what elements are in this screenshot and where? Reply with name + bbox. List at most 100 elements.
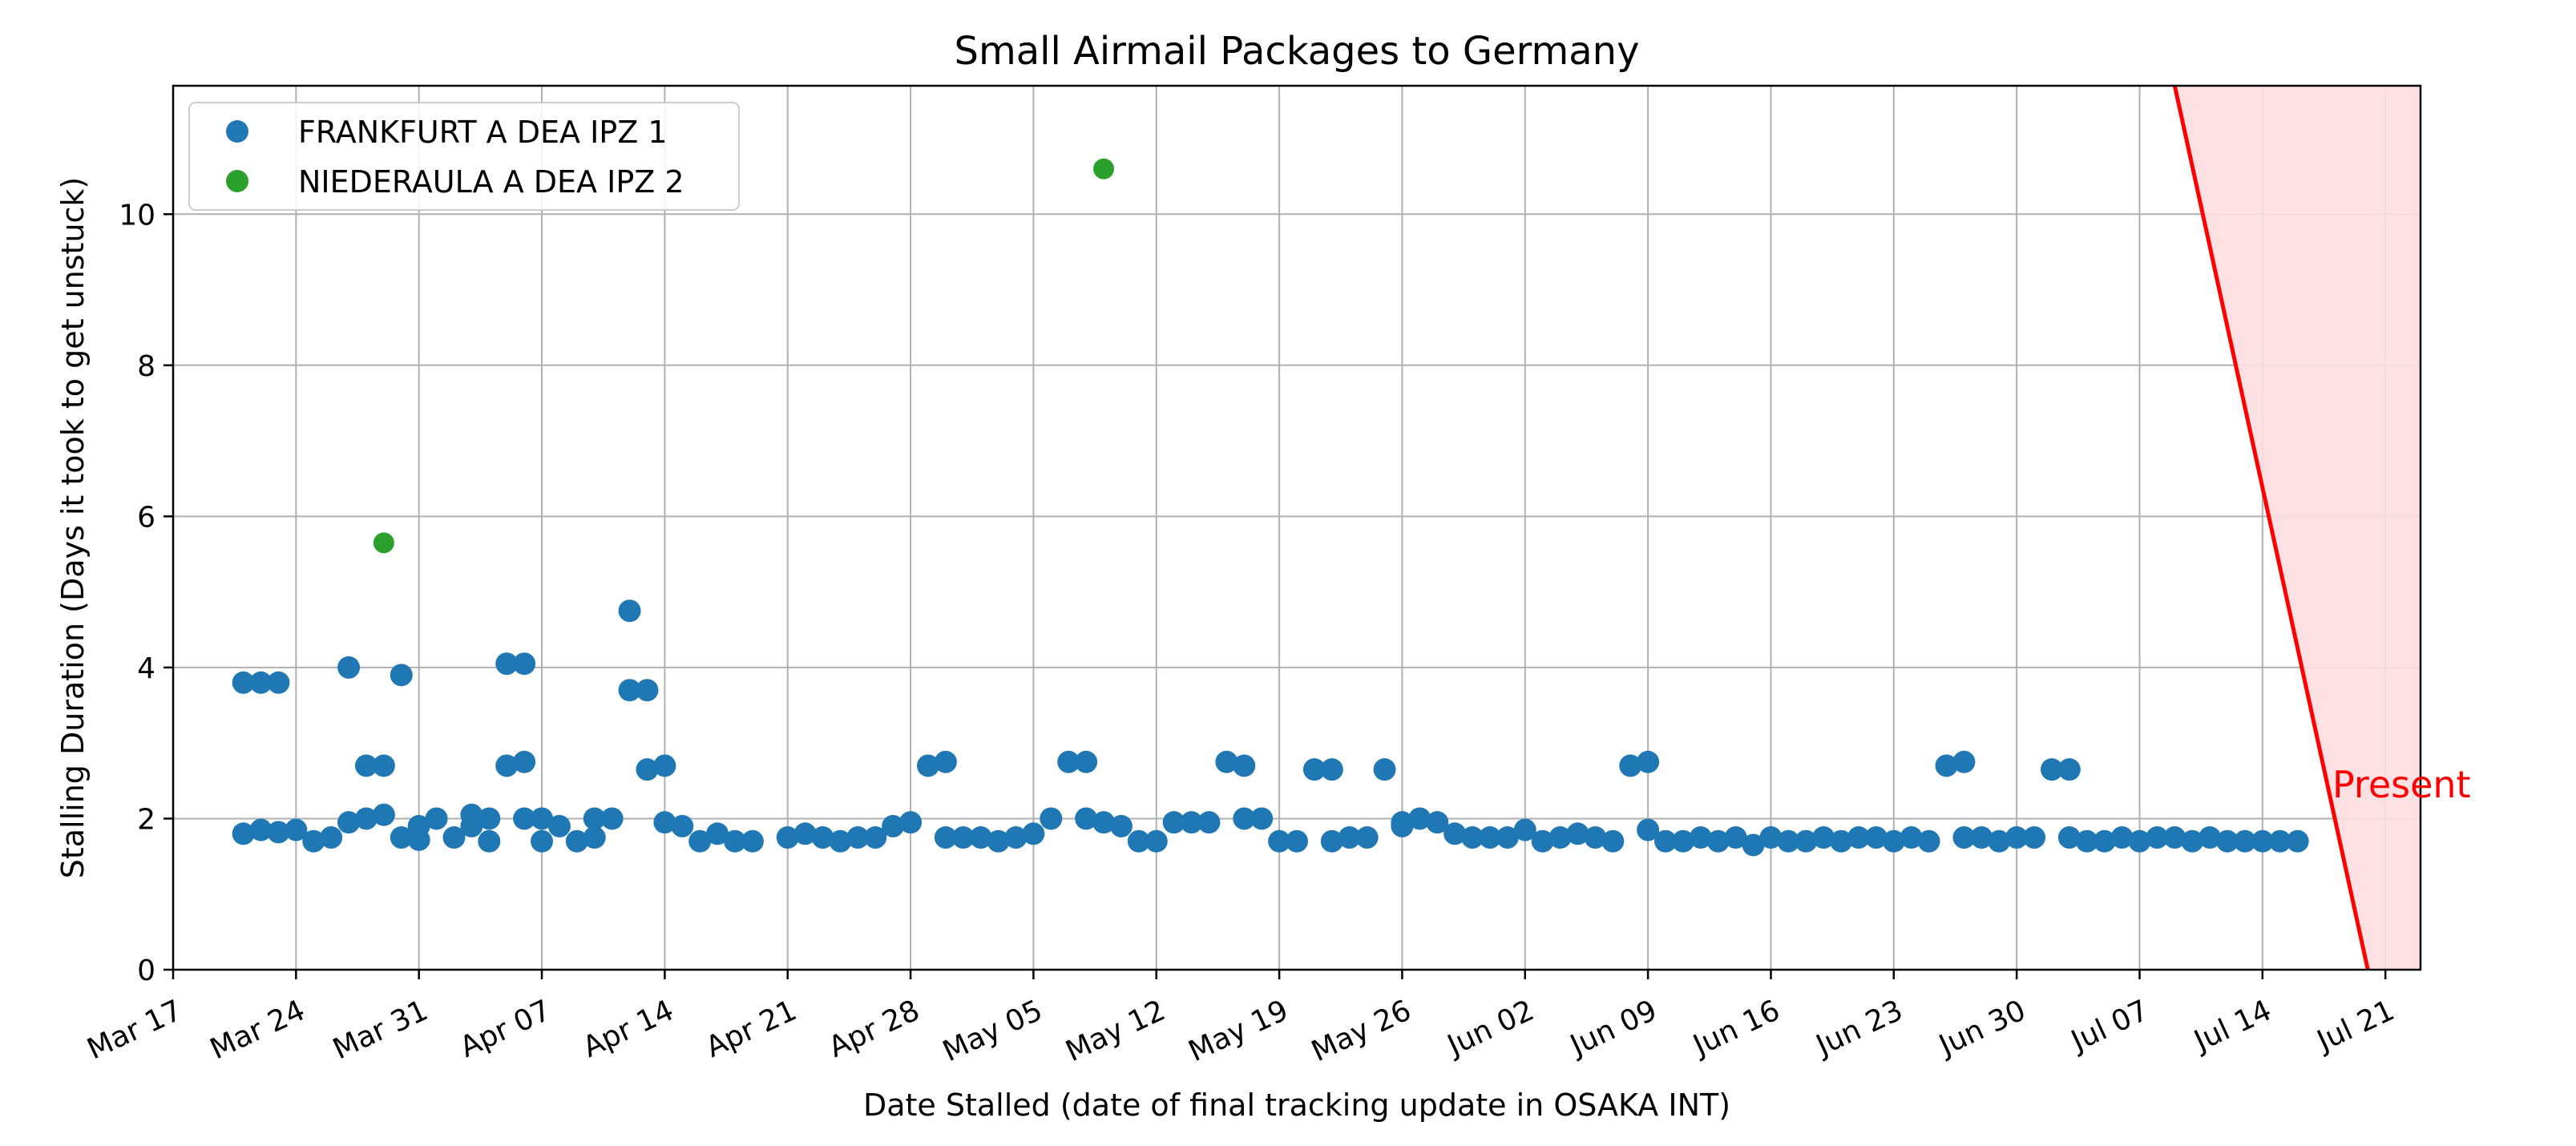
data-point — [1830, 829, 1853, 853]
data-point — [513, 750, 536, 773]
x-tick-label: May 26 — [1306, 994, 1416, 1068]
data-point — [285, 818, 308, 841]
data-point — [354, 807, 378, 830]
data-point — [618, 679, 641, 702]
data-point — [1882, 829, 1905, 853]
data-point — [267, 671, 290, 694]
x-tick-label: Jun 30 — [1933, 994, 2031, 1063]
data-point — [425, 807, 448, 830]
present-shaded-region — [2174, 86, 2421, 970]
y-tick-label: 4 — [137, 652, 155, 685]
data-point — [565, 829, 588, 853]
present-line — [2172, 85, 2370, 970]
plot-area: Mar 17 Mar 24 Mar 31 Apr 07 Apr 14 Apr 21 Apr … — [83, 84, 2422, 1068]
data-point — [1496, 826, 1519, 849]
data-point — [1584, 826, 1607, 849]
data-point — [1233, 807, 1256, 830]
x-tick-label: Apr 07 — [455, 994, 556, 1064]
data-point — [249, 671, 273, 694]
data-point — [1724, 826, 1747, 849]
data-point — [1355, 826, 1379, 849]
y-tick-label: 0 — [137, 954, 155, 987]
data-point — [1127, 829, 1150, 853]
present-label: Present — [2332, 763, 2471, 806]
data-point — [1742, 833, 1765, 857]
data-point — [2005, 826, 2029, 849]
x-tick-label: Apr 21 — [701, 994, 802, 1064]
data-point — [1777, 829, 1800, 853]
data-point — [232, 822, 255, 845]
data-point — [2057, 826, 2081, 849]
data-point — [390, 664, 413, 687]
data-point — [899, 811, 923, 834]
data-point — [1689, 826, 1712, 849]
data-point — [864, 826, 887, 849]
data-point — [1250, 807, 1274, 830]
data-point — [513, 807, 536, 830]
data-point — [1706, 829, 1730, 853]
data-point — [2040, 758, 2063, 781]
x-tick-label: Jul 07 — [2065, 994, 2154, 1059]
x-tick-label: Mar 24 — [205, 994, 310, 1066]
data-point — [1637, 750, 1660, 773]
data-point — [372, 803, 395, 826]
data-point — [2146, 826, 2169, 849]
data-point — [1320, 758, 1343, 781]
data-point — [1302, 758, 1326, 781]
legend-marker-niederaula — [226, 170, 248, 192]
data-point — [320, 826, 343, 849]
x-tick-label: May 12 — [1061, 994, 1171, 1068]
data-point — [1022, 822, 1045, 845]
data-point — [1900, 826, 1923, 849]
data-point — [2023, 826, 2046, 849]
data-point — [1373, 758, 1396, 781]
data-point — [1970, 826, 1993, 849]
data-point — [1531, 829, 1554, 853]
data-point — [267, 821, 290, 844]
data-point — [2110, 826, 2134, 849]
y-tick-label: 8 — [137, 350, 155, 383]
data-point — [495, 754, 519, 777]
data-point — [1197, 811, 1221, 834]
data-point — [2216, 829, 2239, 853]
data-point — [302, 829, 325, 853]
data-point — [513, 652, 536, 676]
data-point — [1637, 818, 1660, 841]
data-point — [478, 829, 501, 853]
data-point — [407, 814, 430, 837]
data-point — [987, 829, 1010, 853]
data-point — [1847, 826, 1870, 849]
y-tick-label: 10 — [119, 199, 155, 232]
axes-frame — [172, 84, 2422, 971]
data-point — [531, 807, 554, 830]
data-point — [1162, 811, 1185, 834]
data-point — [969, 826, 992, 849]
data-point — [2251, 829, 2274, 853]
data-point — [1601, 829, 1625, 853]
data-point — [1619, 754, 1642, 777]
data-point — [1093, 158, 1115, 180]
data-point — [547, 814, 571, 837]
data-point — [1426, 811, 1449, 834]
data-point — [478, 807, 501, 830]
y-tick-label: 2 — [137, 803, 155, 836]
series-niederaula — [373, 158, 1115, 554]
data-point — [1443, 822, 1467, 845]
data-point — [653, 811, 676, 834]
data-point — [1917, 829, 1940, 853]
data-point — [1795, 829, 1818, 853]
data-point — [1391, 811, 1414, 834]
data-point — [495, 652, 519, 676]
data-point — [583, 826, 606, 849]
data-point — [1057, 750, 1080, 773]
data-point — [373, 532, 394, 554]
data-point — [583, 807, 606, 830]
x-tick-label: Apr 14 — [578, 994, 679, 1064]
data-point — [337, 811, 361, 834]
data-point — [1268, 829, 1291, 853]
data-point — [2163, 826, 2186, 849]
x-tick-label: Jun 09 — [1565, 994, 1662, 1063]
data-point — [636, 679, 659, 702]
data-point — [1548, 826, 1572, 849]
data-point — [1513, 818, 1536, 841]
